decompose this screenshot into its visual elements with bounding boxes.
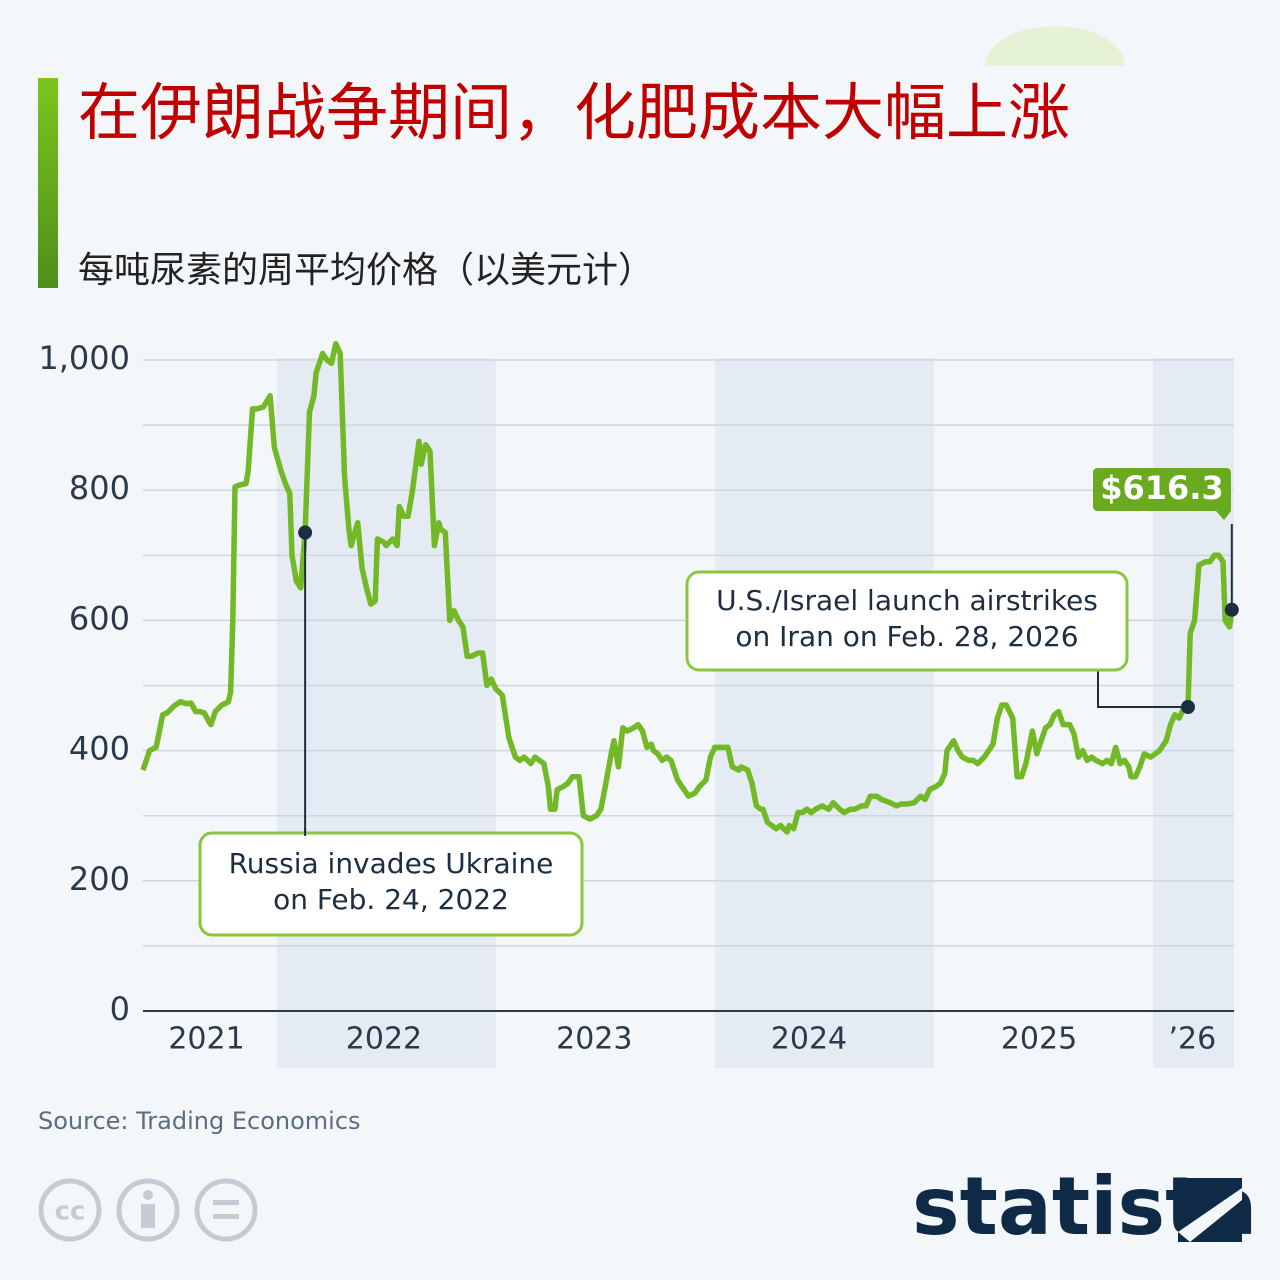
annotation-text: on Iran on Feb. 28, 2026 (735, 620, 1078, 653)
chart-title: 在伊朗战争期间，化肥成本大幅上涨 (78, 76, 1070, 149)
x-tick-label: ’26 (1169, 1022, 1217, 1057)
chart-subtitle: 每吨尿素的周平均价格（以美元计） (78, 250, 654, 291)
value-dot (1224, 602, 1239, 617)
y-tick-label: 600 (69, 599, 130, 637)
plot: 0 200 400 600 800 1,000 2021 2022 2023 2024 2025 ’2… (38, 339, 1239, 1068)
logo-icon (1178, 1178, 1242, 1242)
annotation-connector (1097, 670, 1188, 708)
y-tick-label: 1,000 (38, 339, 130, 377)
y-tick-label: 400 (69, 730, 130, 768)
y-tick-label: 200 (69, 860, 130, 898)
annotation-box (198, 831, 584, 937)
decoration (985, 26, 1125, 66)
annotation-text: Russia invades Ukraine (229, 847, 554, 880)
x-tick-label: 2024 (771, 1022, 847, 1057)
title-bar (38, 78, 58, 288)
year-band (1152, 358, 1234, 1068)
annotation-dot (1180, 699, 1195, 714)
price-line (140, 341, 1235, 835)
value-label: $616.3 (1100, 469, 1223, 507)
license-icons: cc (38, 1178, 258, 1242)
y-tick-label: 800 (69, 469, 130, 507)
annotation-dot (298, 525, 313, 540)
year-band (714, 358, 934, 1068)
x-tick-label: 2022 (346, 1022, 422, 1057)
source: Source: Trading Economics (38, 1107, 361, 1135)
annotation-text: on Feb. 24, 2022 (273, 883, 509, 916)
annotation-box-gap (304, 828, 307, 836)
x-tick-label: 2021 (168, 1022, 244, 1057)
x-tick-label: 2025 (1001, 1022, 1077, 1057)
y-tick-label: 0 (110, 990, 130, 1028)
value-label-box (1093, 468, 1231, 520)
x-tick-label: 2023 (556, 1022, 632, 1057)
annotation-box (685, 570, 1129, 672)
year-band (276, 358, 496, 1068)
annotation-text: U.S./Israel launch airstrikes (716, 584, 1098, 617)
svg-text:cc: cc (55, 1197, 86, 1227)
